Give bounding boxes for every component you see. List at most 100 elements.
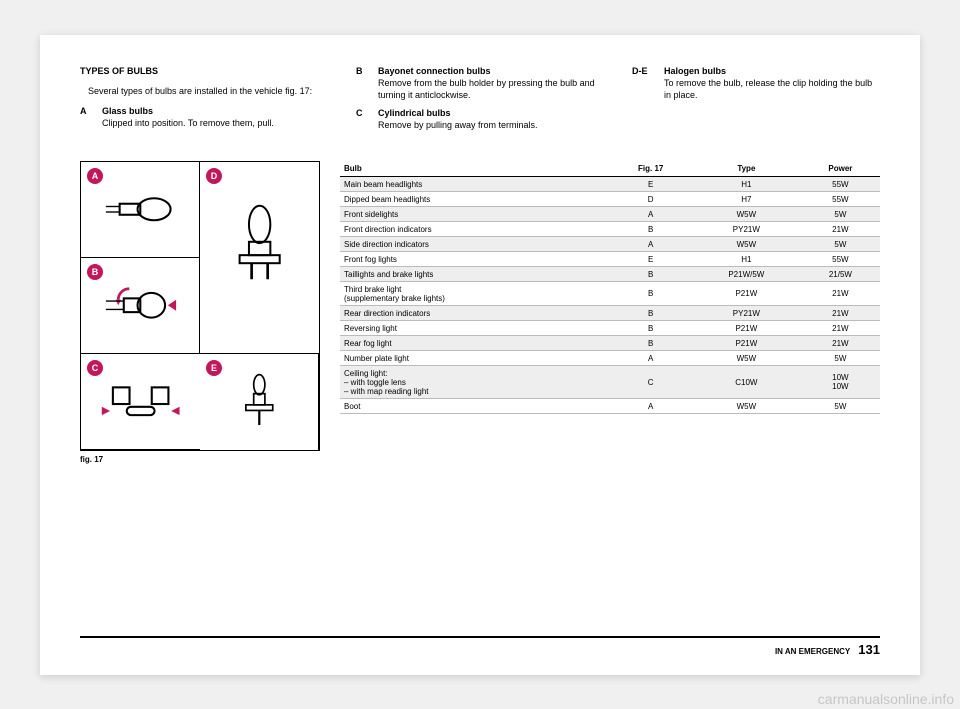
table-row: Front sidelightsAW5W5W bbox=[340, 207, 880, 222]
th-bulb: Bulb bbox=[340, 161, 609, 177]
bayonet-bulb-icon bbox=[99, 272, 182, 339]
cylindrical-bulb-icon bbox=[99, 368, 182, 435]
circle-d: D bbox=[206, 168, 222, 184]
figure-frame: A D bbox=[80, 161, 320, 451]
table-cell: W5W bbox=[692, 237, 801, 252]
table-cell: B bbox=[609, 306, 691, 321]
table-cell: Rear fog light bbox=[340, 336, 609, 351]
bulb-table: Bulb Fig. 17 Type Power Main beam headli… bbox=[340, 161, 880, 414]
table-cell: H1 bbox=[692, 252, 801, 267]
table-cell: 5W bbox=[801, 237, 880, 252]
bulb-type-c: C Cylindrical bulbs Remove by pulling aw… bbox=[356, 107, 604, 131]
table-cell: A bbox=[609, 207, 691, 222]
table-body: Main beam headlightsEH155WDipped beam he… bbox=[340, 177, 880, 414]
table-cell: 21W bbox=[801, 306, 880, 321]
table-cell: P21W bbox=[692, 321, 801, 336]
table-row: BootAW5W5W bbox=[340, 399, 880, 414]
table-header-row: Bulb Fig. 17 Type Power bbox=[340, 161, 880, 177]
table-cell: W5W bbox=[692, 399, 801, 414]
table-cell: B bbox=[609, 321, 691, 336]
intro-text: Several types of bulbs are installed in … bbox=[80, 85, 328, 97]
table-cell: C bbox=[609, 366, 691, 399]
table-cell: B bbox=[609, 267, 691, 282]
table-row: Rear fog lightBP21W21W bbox=[340, 336, 880, 351]
table-cell: B bbox=[609, 336, 691, 351]
table-cell: B bbox=[609, 282, 691, 306]
table-cell: PY21W bbox=[692, 306, 801, 321]
bulb-letter: A bbox=[80, 105, 94, 129]
table-cell: Side direction indicators bbox=[340, 237, 609, 252]
table-cell: Front direction indicators bbox=[340, 222, 609, 237]
table-cell: Taillights and brake lights bbox=[340, 267, 609, 282]
col-1: TYPES OF BULBS Several types of bulbs ar… bbox=[80, 65, 328, 138]
table-row: Ceiling light: – with toggle lens – with… bbox=[340, 366, 880, 399]
table-cell: 5W bbox=[801, 207, 880, 222]
table-cell: PY21W bbox=[692, 222, 801, 237]
bulb-text: Glass bulbs Clipped into position. To re… bbox=[102, 105, 274, 129]
table-cell: E bbox=[609, 177, 691, 192]
table-cell: 21W bbox=[801, 336, 880, 351]
table-row: Number plate lightAW5W5W bbox=[340, 351, 880, 366]
table-cell: B bbox=[609, 222, 691, 237]
bulb-letter: D-E bbox=[632, 65, 656, 101]
table-row: Front fog lightsEH155W bbox=[340, 252, 880, 267]
table-cell: W5W bbox=[692, 207, 801, 222]
table-cell: Front fog lights bbox=[340, 252, 609, 267]
table-row: Reversing lightBP21W21W bbox=[340, 321, 880, 336]
table-row: Taillights and brake lightsBP21W/5W21/5W bbox=[340, 267, 880, 282]
table-cell: 5W bbox=[801, 399, 880, 414]
table-cell: Boot bbox=[340, 399, 609, 414]
footer-page: 131 bbox=[858, 642, 880, 657]
bulb-text: Cylindrical bulbs Remove by pulling away… bbox=[378, 107, 538, 131]
table-cell: E bbox=[609, 252, 691, 267]
table-row: Dipped beam headlightsDH755W bbox=[340, 192, 880, 207]
table-cell: W5W bbox=[692, 351, 801, 366]
bulb-type-b: B Bayonet connection bulbs Remove from t… bbox=[356, 65, 604, 101]
col-3: D-E Halogen bulbs To remove the bulb, re… bbox=[632, 65, 880, 138]
table-cell: A bbox=[609, 237, 691, 252]
watermark: carmanualsonline.info bbox=[818, 691, 954, 707]
table-row: Rear direction indicatorsBPY21W21W bbox=[340, 306, 880, 321]
table-cell: Front sidelights bbox=[340, 207, 609, 222]
figure-cell-d: D bbox=[200, 162, 319, 354]
table-cell: 21W bbox=[801, 282, 880, 306]
text-columns: TYPES OF BULBS Several types of bulbs ar… bbox=[80, 65, 880, 138]
table-cell: Number plate light bbox=[340, 351, 609, 366]
glass-bulb-icon bbox=[99, 176, 182, 243]
bulb-type-de: D-E Halogen bulbs To remove the bulb, re… bbox=[632, 65, 880, 101]
table-cell: Third brake light (supplementary brake l… bbox=[340, 282, 609, 306]
footer-section: IN AN EMERGENCY bbox=[775, 647, 850, 656]
table-cell: 10W 10W bbox=[801, 366, 880, 399]
bulb-text: Bayonet connection bulbs Remove from the… bbox=[378, 65, 604, 101]
figure-cell-c: C bbox=[81, 354, 200, 450]
bulb-letter: C bbox=[356, 107, 370, 131]
table-cell: Ceiling light: – with toggle lens – with… bbox=[340, 366, 609, 399]
page: TYPES OF BULBS Several types of bulbs ar… bbox=[40, 35, 920, 675]
figure-box: A D bbox=[80, 161, 320, 464]
table-row: Front direction indicatorsBPY21W21W bbox=[340, 222, 880, 237]
table-cell: C10W bbox=[692, 366, 801, 399]
table-cell: A bbox=[609, 351, 691, 366]
table-cell: 21W bbox=[801, 321, 880, 336]
table-cell: H7 bbox=[692, 192, 801, 207]
page-footer: IN AN EMERGENCY 131 bbox=[80, 636, 880, 657]
heading: TYPES OF BULBS bbox=[80, 65, 328, 77]
th-fig: Fig. 17 bbox=[609, 161, 691, 177]
halogen-h7-icon bbox=[218, 191, 301, 325]
bulb-table-wrap: Bulb Fig. 17 Type Power Main beam headli… bbox=[340, 161, 880, 464]
bulb-letter: B bbox=[356, 65, 370, 101]
table-cell: 55W bbox=[801, 177, 880, 192]
table-cell: 21/5W bbox=[801, 267, 880, 282]
figure-caption: fig. 17 bbox=[80, 455, 320, 464]
figure-cell-e: E bbox=[200, 354, 319, 450]
th-power: Power bbox=[801, 161, 880, 177]
table-row: Side direction indicatorsAW5W5W bbox=[340, 237, 880, 252]
table-cell: 21W bbox=[801, 222, 880, 237]
table-row: Main beam headlightsEH155W bbox=[340, 177, 880, 192]
halogen-h1-icon bbox=[218, 369, 301, 436]
table-cell: Reversing light bbox=[340, 321, 609, 336]
figure-cell-a: A bbox=[81, 162, 200, 258]
table-cell: P21W bbox=[692, 282, 801, 306]
table-cell: Dipped beam headlights bbox=[340, 192, 609, 207]
table-cell: 5W bbox=[801, 351, 880, 366]
